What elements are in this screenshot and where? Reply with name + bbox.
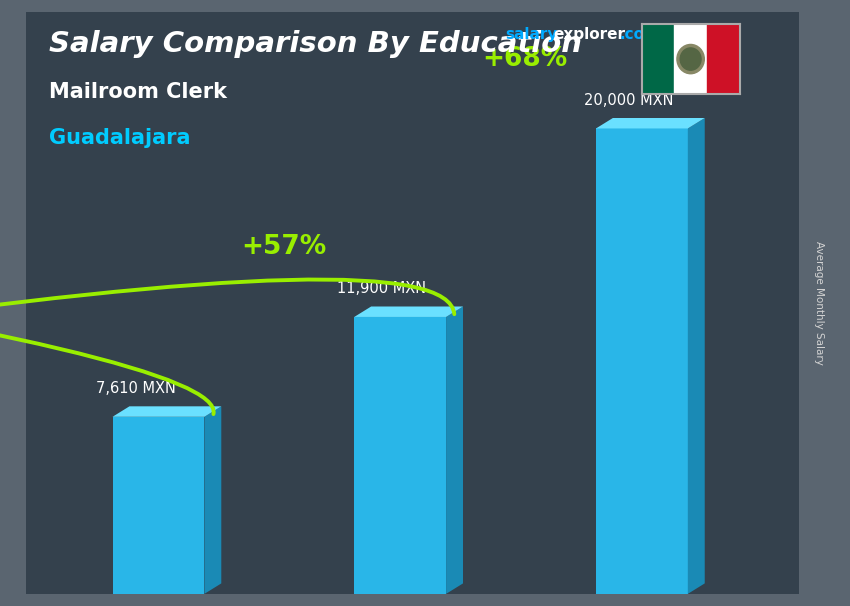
Text: +57%: +57% [241,234,326,260]
Circle shape [680,48,701,70]
Polygon shape [112,406,221,417]
Polygon shape [688,118,705,594]
Bar [707,24,740,94]
Text: Guadalajara: Guadalajara [48,128,190,148]
Text: salary: salary [505,27,558,42]
Text: .com: .com [620,27,660,42]
Text: Mailroom Clerk: Mailroom Clerk [48,82,227,102]
Text: Average Monthly Salary: Average Monthly Salary [814,241,824,365]
Circle shape [677,44,705,74]
Text: +68%: +68% [483,45,568,72]
Polygon shape [354,317,446,594]
Text: 7,610 MXN: 7,610 MXN [95,381,175,396]
Polygon shape [596,118,705,128]
Polygon shape [446,307,463,594]
Bar [674,24,707,94]
Text: explorer: explorer [554,27,626,42]
Polygon shape [204,406,221,594]
Bar [642,24,674,94]
Text: Salary Comparison By Education: Salary Comparison By Education [48,30,581,58]
Text: 20,000 MXN: 20,000 MXN [584,93,673,107]
Polygon shape [354,307,463,317]
Polygon shape [112,417,204,594]
Text: 11,900 MXN: 11,900 MXN [337,281,427,296]
Polygon shape [596,128,688,594]
